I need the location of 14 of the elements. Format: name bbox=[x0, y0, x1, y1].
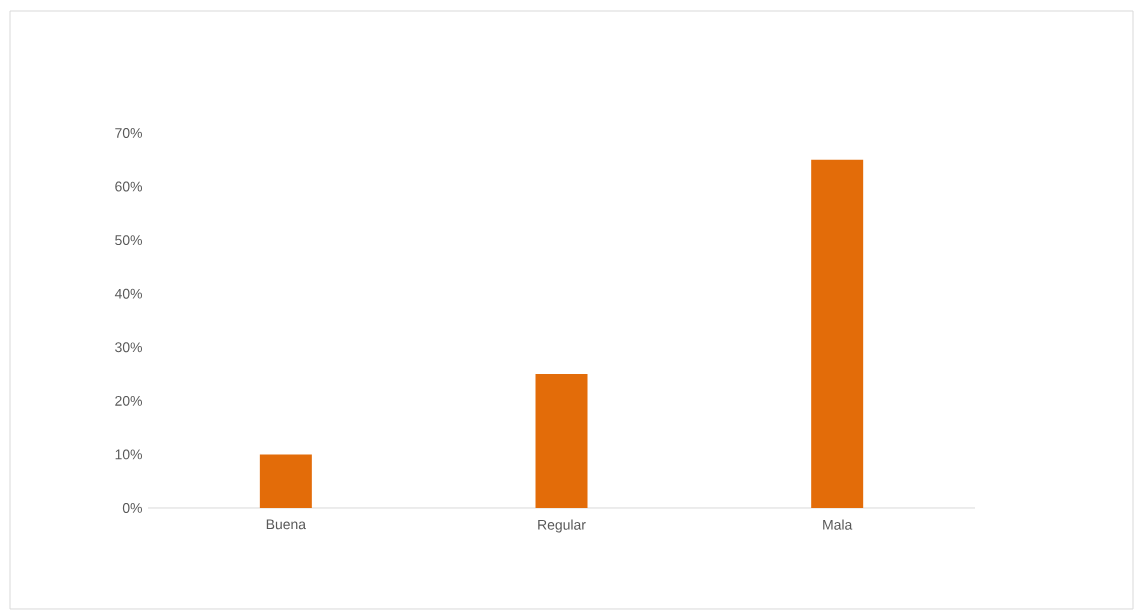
bar bbox=[811, 159, 864, 508]
y-tick-label: 50% bbox=[115, 235, 142, 246]
x-tick-label: Buena bbox=[266, 519, 307, 530]
y-tick-label: 60% bbox=[115, 181, 142, 192]
y-tick-label: 70% bbox=[115, 128, 142, 138]
y-tick-label: 0% bbox=[122, 503, 142, 513]
y-tick-label: 20% bbox=[115, 395, 142, 406]
bar bbox=[259, 454, 312, 508]
y-tick-label: 40% bbox=[114, 288, 142, 299]
x-tick-label: Mala bbox=[823, 519, 853, 530]
x-tick-label: Regular bbox=[538, 519, 586, 533]
y-tick-label: 10% bbox=[115, 449, 142, 460]
bar bbox=[535, 374, 588, 508]
y-tick-label: 30% bbox=[115, 342, 142, 353]
